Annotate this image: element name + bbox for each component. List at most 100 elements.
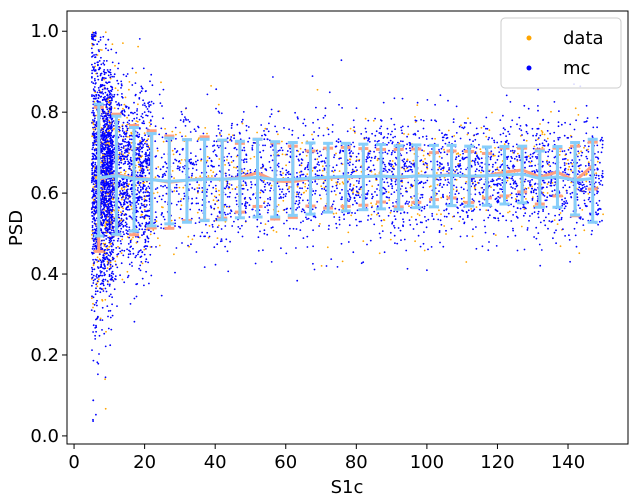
data-point [210, 85, 213, 87]
mc-point [462, 218, 464, 221]
mc-point [325, 265, 328, 267]
mc-point [210, 180, 212, 183]
data-point [316, 158, 319, 161]
mc-point [129, 250, 132, 253]
data-point [547, 163, 550, 166]
mc-point [537, 88, 539, 91]
data-point [352, 184, 355, 187]
mc-point [220, 238, 223, 241]
mc-point [195, 202, 198, 205]
mc-point [259, 213, 261, 216]
mc-point [112, 184, 114, 186]
mc-point [418, 137, 421, 139]
mc-point [147, 261, 150, 264]
mc-point [533, 188, 536, 191]
mc-point [478, 179, 481, 182]
mc-point [314, 173, 317, 176]
mc-point [532, 147, 535, 150]
mc-point [104, 167, 106, 170]
mc-point [117, 62, 120, 65]
mc-point [366, 192, 369, 195]
mc-point [519, 193, 522, 196]
mc-point [244, 220, 247, 223]
mc-point [328, 91, 331, 94]
mc-point [400, 239, 402, 242]
mc-point [111, 152, 114, 154]
data-point [596, 160, 599, 163]
mc-point [336, 181, 339, 183]
mc-point [545, 216, 547, 219]
mc-point [320, 213, 323, 215]
mc-point [373, 168, 376, 171]
mc-point [104, 228, 106, 230]
mc-point [237, 231, 240, 234]
mc-point [354, 200, 356, 202]
mc-point [145, 153, 148, 156]
mc-point [226, 196, 229, 198]
mc-point [142, 67, 145, 70]
mc-point [493, 141, 496, 144]
mc-point [483, 183, 486, 186]
mc-point [601, 170, 604, 172]
mc-point [588, 196, 591, 199]
data-point [406, 158, 409, 161]
mc-point [430, 160, 432, 163]
mc-point [401, 195, 404, 197]
data-point [211, 175, 213, 177]
mc-point [164, 174, 167, 177]
mc-point [92, 418, 94, 421]
mc-point [421, 196, 424, 199]
mc-point [141, 216, 144, 218]
mc-point [92, 245, 94, 248]
mc-point [355, 180, 358, 182]
mc-point [317, 134, 320, 137]
mc-point [90, 273, 93, 276]
data-point [224, 164, 227, 166]
mc-point [109, 344, 112, 347]
data-point [570, 181, 573, 184]
mc-point [438, 148, 440, 151]
data-point [96, 256, 99, 259]
data-point [352, 191, 354, 194]
mc-point [553, 189, 556, 192]
mc-point [596, 192, 598, 195]
mc-point [107, 236, 110, 239]
mc-point [95, 283, 98, 286]
mc-point [533, 151, 536, 154]
mc-point [128, 148, 131, 151]
data-point [246, 170, 249, 172]
mc-point [462, 152, 464, 155]
mc-point [406, 267, 409, 270]
mc-point [434, 119, 436, 122]
mc-point [423, 144, 426, 146]
data-point [323, 186, 326, 189]
mc-point [476, 161, 479, 164]
data-point [485, 209, 488, 212]
mc-point [122, 163, 125, 165]
mc-point [106, 108, 109, 111]
mc-point [126, 248, 128, 251]
mc-point [155, 246, 157, 248]
mc-point [450, 227, 453, 230]
mc-point [130, 138, 133, 141]
data-point [349, 127, 352, 130]
mc-point [447, 178, 449, 181]
mc-point [300, 193, 303, 196]
mc-point [285, 219, 288, 222]
mc-point [281, 191, 283, 193]
mc-point [402, 221, 405, 223]
mc-point [366, 157, 369, 160]
mc-point [481, 169, 483, 172]
mc-point [512, 205, 515, 208]
mc-point [109, 76, 112, 79]
mc-point [118, 129, 121, 132]
mc-point [144, 134, 147, 137]
mc-point [266, 211, 269, 214]
mc-point [579, 217, 582, 220]
mc-point [301, 187, 303, 190]
mc-point [91, 229, 94, 231]
mc-point [175, 137, 177, 140]
mc-point [353, 145, 356, 148]
mc-point [101, 163, 104, 166]
mc-point [156, 187, 159, 189]
